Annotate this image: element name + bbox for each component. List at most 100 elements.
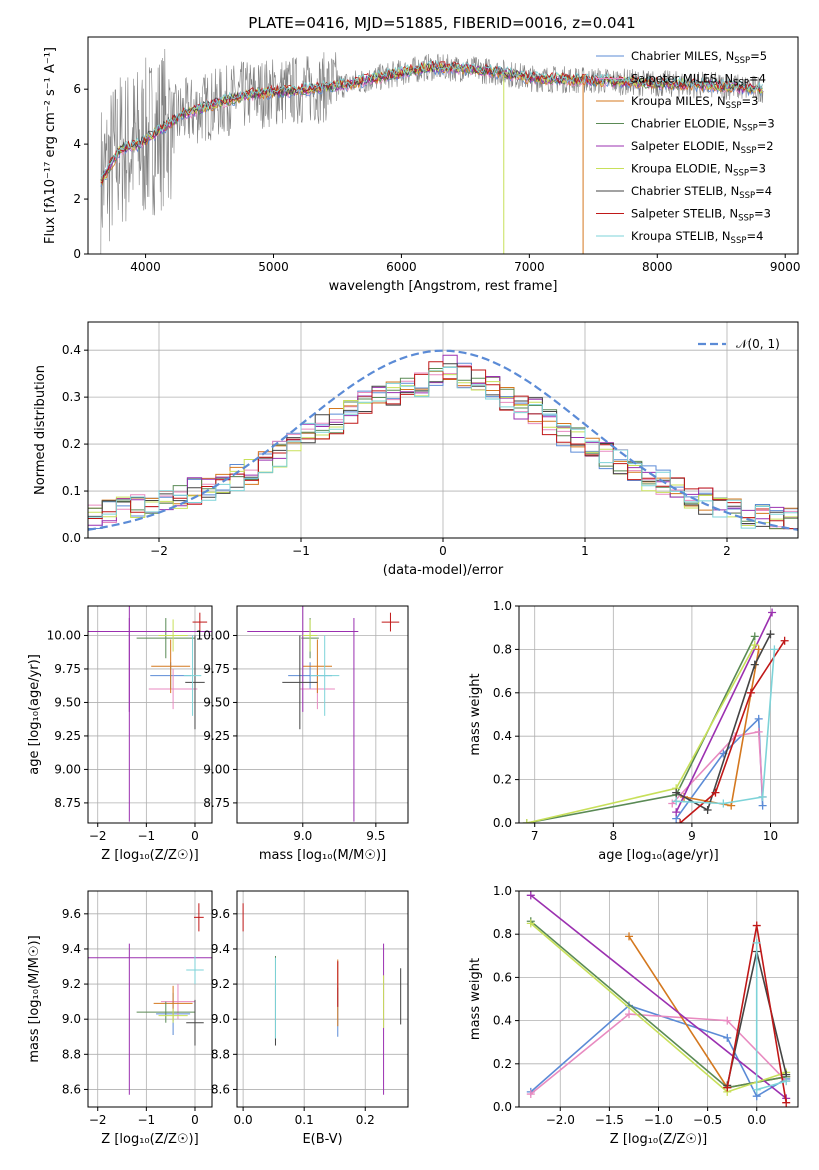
mass-weight-marker (746, 688, 755, 697)
mass-weight-marker (766, 630, 775, 639)
mass-weight-marker (780, 636, 789, 645)
y-axis-label: mass weight (468, 673, 483, 755)
y-tick-label: 9.0 (62, 1012, 81, 1026)
y-tick-label: 8.8 (62, 1047, 81, 1061)
residual-histogram-step (88, 366, 798, 529)
mass-weight-line (675, 612, 773, 813)
x-tick-label: 7 (531, 829, 539, 843)
y-tick-label: 0.4 (493, 729, 512, 743)
x-axis-label: age [log₁₀(age/yr)] (598, 848, 719, 863)
y-tick-label: 0.4 (493, 1014, 512, 1028)
x-tick-label: −1 (138, 1113, 156, 1127)
plot-area-mw_vs_Z (526, 891, 791, 1107)
x-tick-label: 9000 (770, 260, 801, 274)
y-tick-label: 10.00 (47, 628, 81, 642)
mass-weight-marker (723, 1033, 732, 1042)
axes-frame (236, 890, 409, 1108)
legend-entry: Chabrier MILES, NSSP=5 (631, 49, 767, 66)
x-tick-label: −2 (150, 544, 168, 558)
x-tick-label: 0.0 (234, 1113, 253, 1127)
y-tick-label: 9.2 (211, 977, 230, 991)
mass-weight-marker (676, 819, 685, 823)
y-tick-label: 8.6 (211, 1082, 230, 1096)
normal-distribution-curve (88, 349, 798, 531)
y-tick-label: 9.25 (203, 729, 230, 743)
axes-frame (518, 890, 799, 1108)
mass-weight-line (679, 640, 786, 823)
y-axis-label: Normed distribution (33, 365, 48, 495)
mass-weight-line (526, 644, 756, 823)
x-axis-label: Z [log₁₀(Z/Z☉)] (101, 1132, 198, 1147)
y-tick-label: 9.50 (203, 695, 230, 709)
mass-weight-marker (522, 819, 531, 823)
x-tick-label: 1 (581, 544, 589, 558)
mass-weight-marker (752, 921, 761, 930)
y-tick-label: 0.2 (493, 1057, 512, 1071)
y-tick-label: 0.1 (62, 484, 81, 498)
y-tick-label: 8.8 (211, 1047, 230, 1061)
axes-frame (87, 890, 213, 1108)
x-tick-label: 0.1 (295, 1113, 314, 1127)
plot-area-mass_vs_Z (88, 903, 212, 1095)
mass-weight-marker (758, 792, 767, 801)
y-tick-label: 9.2 (62, 977, 81, 991)
y-tick-label: 0.8 (493, 642, 512, 656)
x-tick-label: 8000 (642, 260, 673, 274)
legend-entry: 𝒩(0, 1) (736, 337, 780, 351)
axes-mass_vs_EBV: 0.0 0.1 0.2 8.6 8.8 9.0 9.2 9.4 9.6 E(B-V) (211, 891, 408, 1147)
axes-frame (518, 605, 799, 824)
axes-mass_vs_Z: −2 −1 0 8.6 8.8 9.0 9.2 9.4 9.6 Z [log₁₀(Z/Z☉)] ma… (27, 891, 212, 1147)
y-tick-label: 9.75 (203, 662, 230, 676)
x-tick-label: −1.0 (644, 1113, 673, 1127)
x-axis-label: Z [log₁₀(Z/Z☉)] (610, 1132, 707, 1147)
y-tick-label: 0.2 (493, 773, 512, 787)
x-tick-label: 10 (763, 829, 778, 843)
spectrum-legend: Chabrier MILES, NSSP=5 Salpeter MILES, NS… (596, 49, 775, 246)
residual-legend: 𝒩(0, 1) (698, 337, 780, 351)
y-tick-label: 9.4 (62, 942, 81, 956)
plot-area-mw_vs_age (522, 608, 789, 823)
mass-weight-marker (719, 799, 728, 808)
mass-weight-marker (526, 1090, 535, 1099)
legend-entry: Salpeter ELODIE, NSSP=2 (631, 139, 774, 156)
mass-weight-marker (625, 1010, 634, 1019)
mass-weight-marker (672, 808, 681, 817)
mass-weight-marker (526, 891, 535, 900)
axes-frame (236, 605, 409, 824)
axes-age_vs_Z: −2 −1 0 8.75 9.00 9.25 9.50 9.75 10.00 Z [log₁₀(Z… (27, 606, 212, 863)
mass-weight-marker (782, 1077, 791, 1086)
mass-weight-marker (703, 805, 712, 814)
x-tick-label: 9.0 (293, 829, 312, 843)
y-axis-label: age [log₁₀(age/yr)] (27, 654, 42, 775)
mass-weight-marker (625, 932, 634, 941)
y-tick-label: 9.00 (203, 762, 230, 776)
axes-frame (87, 321, 799, 539)
x-axis-label: mass [log₁₀(M/M☉)] (259, 848, 386, 863)
axes-mw_vs_Z: −2.0 −1.5 −1.0 −0.5 0.0 0.0 0.2 0.4 0.6 0.8 1.0 Z [… (468, 884, 798, 1147)
mass-weight-marker (750, 632, 759, 641)
x-axis-label: Z [log₁₀(Z/Z☉)] (101, 848, 198, 863)
x-tick-label: −2 (89, 1113, 107, 1127)
y-tick-label: 2 (73, 192, 81, 206)
legend-entry: Kroupa STELIB, NSSP=4 (631, 229, 763, 246)
axes-spectrum: 4000 5000 6000 7000 8000 9000 0 2 4 6 wavelength [… (43, 47, 800, 294)
x-tick-label: 4000 (130, 260, 161, 274)
x-tick-label: 8 (609, 829, 617, 843)
y-tick-label: 1.0 (493, 599, 512, 613)
mass-weight-marker (754, 645, 763, 654)
y-tick-label: 0.0 (493, 816, 512, 830)
x-tick-label: 0 (191, 829, 199, 843)
legend-entry: Kroupa MILES, NSSP=3 (631, 94, 758, 111)
y-axis-label: mass weight (468, 958, 483, 1040)
mass-weight-line (676, 649, 776, 805)
axes-frame (87, 605, 213, 824)
x-tick-label: 0 (191, 1113, 199, 1127)
mass-weight-marker (723, 1016, 732, 1025)
y-tick-label: 4 (73, 137, 81, 151)
plot-area-spectrum (100, 48, 764, 254)
x-axis-label: wavelength [Angstrom, rest frame] (329, 279, 558, 294)
y-tick-label: 10.00 (196, 628, 230, 642)
x-tick-label: −1 (292, 544, 310, 558)
y-tick-label: 9.50 (54, 695, 81, 709)
